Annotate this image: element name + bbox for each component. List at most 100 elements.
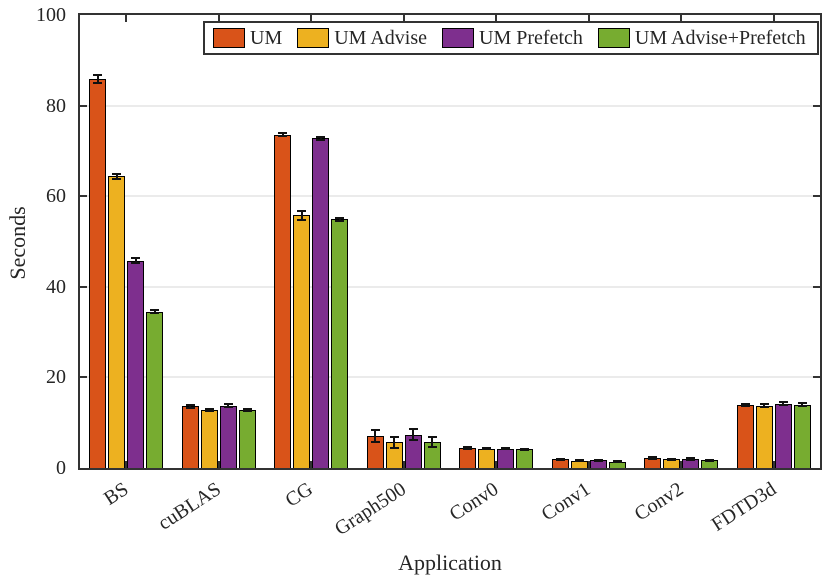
error-bar-cap xyxy=(574,460,584,463)
x-tick-mark xyxy=(680,15,683,22)
legend-swatch xyxy=(297,28,330,48)
error-bar-cap xyxy=(463,447,473,450)
gridline xyxy=(80,285,820,288)
error-bar-cap xyxy=(520,449,530,452)
error-bar xyxy=(246,408,249,412)
error-bar-cap xyxy=(408,428,418,431)
gridline xyxy=(80,376,820,379)
x-tick-mark xyxy=(125,15,128,22)
x-category-label: Conv2 xyxy=(630,478,688,526)
y-tick-mark xyxy=(80,104,87,107)
error-bar-cap xyxy=(555,459,565,462)
error-bar-cap xyxy=(667,457,677,460)
bar xyxy=(127,260,145,468)
error-bar-cap xyxy=(667,459,677,462)
legend-item: UM Prefetch xyxy=(442,27,583,50)
error-bar-cap xyxy=(408,439,418,442)
x-category-label: Graph500 xyxy=(330,478,410,541)
error-bar xyxy=(744,403,747,407)
x-category-label: Conv1 xyxy=(538,478,595,526)
y-tick-mark xyxy=(813,285,820,288)
error-bar-cap xyxy=(427,445,437,448)
error-bar-cap xyxy=(482,448,492,451)
error-bar-cap xyxy=(427,435,437,438)
bar xyxy=(89,78,107,468)
error-bar xyxy=(281,132,284,137)
x-tick-mark xyxy=(495,15,498,22)
error-bar-cap xyxy=(278,135,288,138)
x-tick-mark xyxy=(217,461,220,468)
error-bar-cap xyxy=(759,405,769,408)
error-bar-cap xyxy=(648,457,658,460)
error-bar-cap xyxy=(131,262,141,265)
error-bar-cap xyxy=(740,405,750,408)
error-bar-cap xyxy=(150,312,160,315)
x-tick-mark xyxy=(772,461,775,468)
x-tick-mark xyxy=(680,461,683,468)
error-bar-cap xyxy=(389,435,399,438)
bar xyxy=(274,134,292,468)
legend-item: UM Advise xyxy=(297,27,427,50)
bar xyxy=(219,405,237,468)
plot-area xyxy=(78,13,822,470)
bar xyxy=(478,448,496,468)
error-bar xyxy=(134,257,137,264)
error-bar-cap xyxy=(335,219,345,222)
error-bar-cap xyxy=(185,406,195,409)
legend-swatch xyxy=(213,28,245,48)
x-tick-mark xyxy=(587,15,590,22)
y-tick-label: 40 xyxy=(46,275,66,298)
error-bar-cap xyxy=(112,177,122,180)
error-bar-cap xyxy=(223,405,233,408)
bar xyxy=(793,404,811,468)
error-bar-cap xyxy=(686,458,696,461)
error-bar-cap xyxy=(778,404,788,407)
error-bar-cap xyxy=(316,138,326,141)
error-bar-cap xyxy=(648,456,658,459)
error-bar-cap xyxy=(463,446,473,449)
error-bar xyxy=(96,74,99,83)
error-bar-cap xyxy=(797,404,807,407)
error-bar-cap xyxy=(204,407,214,410)
error-bar-cap xyxy=(112,173,122,175)
error-bar xyxy=(189,405,192,408)
x-tick-mark xyxy=(125,461,128,468)
legend-swatch xyxy=(442,28,475,48)
bar xyxy=(755,405,773,468)
error-bar-cap xyxy=(759,403,769,406)
bar xyxy=(459,448,477,468)
error-bar-cap xyxy=(335,216,345,219)
error-bar-cap xyxy=(705,459,715,462)
gridline xyxy=(80,104,820,107)
x-category-label: CG xyxy=(281,478,318,512)
x-tick-mark xyxy=(402,461,405,468)
error-bar xyxy=(763,404,766,407)
error-bar-cap xyxy=(242,407,252,410)
error-bar xyxy=(782,402,785,406)
x-tick-mark xyxy=(495,461,498,468)
legend-item: UM Advise+Prefetch xyxy=(597,27,806,50)
error-bar xyxy=(153,310,156,314)
error-bar-cap xyxy=(593,459,603,462)
bar xyxy=(238,410,256,468)
error-bar-cap xyxy=(185,404,195,407)
x-tick-mark xyxy=(402,15,405,22)
y-tick-label: 80 xyxy=(46,94,66,117)
bar xyxy=(497,448,515,468)
error-bar-cap xyxy=(297,209,307,212)
y-tick-label: 60 xyxy=(46,185,66,208)
x-tick-mark xyxy=(310,461,313,468)
error-bar xyxy=(338,217,341,221)
x-tick-mark xyxy=(310,15,313,22)
error-bar-cap xyxy=(204,410,214,413)
y-tick-mark xyxy=(813,195,820,198)
error-bar-cap xyxy=(778,401,788,404)
y-tick-mark xyxy=(80,195,87,198)
error-bar-cap xyxy=(370,441,380,444)
error-bar-cap xyxy=(593,458,603,461)
bar xyxy=(516,449,534,468)
error-bar-cap xyxy=(501,446,511,449)
error-bar xyxy=(393,436,396,448)
error-bar xyxy=(300,210,303,220)
error-bar-cap xyxy=(131,256,141,259)
